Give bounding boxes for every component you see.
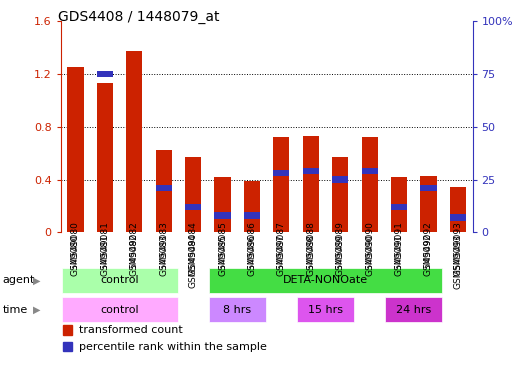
Text: DETA-NONOate: DETA-NONOate [283,275,368,285]
Text: percentile rank within the sample: percentile rank within the sample [79,341,267,351]
Bar [209,268,442,293]
Text: transformed count: transformed count [79,325,183,335]
Bar [209,297,266,322]
Bar [362,137,378,232]
Bar [450,187,466,232]
Bar [62,268,177,293]
Bar [332,157,348,232]
Text: GSM549092: GSM549092 [424,221,433,276]
Bar [156,185,172,191]
Bar [303,136,319,232]
Bar [362,168,378,174]
Text: 15 hrs: 15 hrs [308,305,343,314]
Bar [244,181,260,232]
Bar [63,325,72,335]
Text: GSM549091: GSM549091 [394,221,403,276]
Bar [391,177,407,232]
Bar [391,204,407,210]
Bar [385,297,442,322]
Text: GSM549090: GSM549090 [365,221,374,276]
Text: GSM549084: GSM549084 [188,221,197,276]
Bar [244,212,260,219]
Text: 24 hrs: 24 hrs [396,305,431,314]
Bar [97,71,113,77]
Text: time: time [3,305,28,314]
Bar [450,214,466,221]
Text: ▶: ▶ [33,305,40,314]
Text: GSM549083: GSM549083 [159,221,168,276]
Text: GSM549087: GSM549087 [277,221,286,276]
Bar [185,157,201,232]
Text: ▶: ▶ [33,275,40,285]
Text: GSM549080: GSM549080 [71,221,80,276]
Bar [274,170,289,177]
Bar [420,175,437,232]
Bar [97,83,113,232]
Bar [185,204,201,210]
Text: GDS4408 / 1448079_at: GDS4408 / 1448079_at [58,10,220,23]
Bar [297,297,354,322]
Text: control: control [100,275,139,285]
Text: GSM549085: GSM549085 [218,221,227,276]
Bar [68,67,83,232]
Bar [303,168,319,174]
Bar [126,51,143,232]
Text: GSM549086: GSM549086 [248,221,257,276]
Bar [214,212,231,219]
Bar [214,177,231,232]
Bar [62,297,177,322]
Bar [332,176,348,183]
Text: GSM549082: GSM549082 [130,221,139,276]
Text: GSM549081: GSM549081 [100,221,109,276]
Text: GSM549088: GSM549088 [306,221,315,276]
Bar [420,185,437,191]
Text: 8 hrs: 8 hrs [223,305,251,314]
Text: control: control [100,305,139,314]
Bar [274,137,289,232]
Bar [156,151,172,232]
Text: GSM549089: GSM549089 [336,221,345,276]
Text: GSM549093: GSM549093 [454,221,463,276]
Text: agent: agent [3,275,35,285]
Bar [63,341,72,351]
